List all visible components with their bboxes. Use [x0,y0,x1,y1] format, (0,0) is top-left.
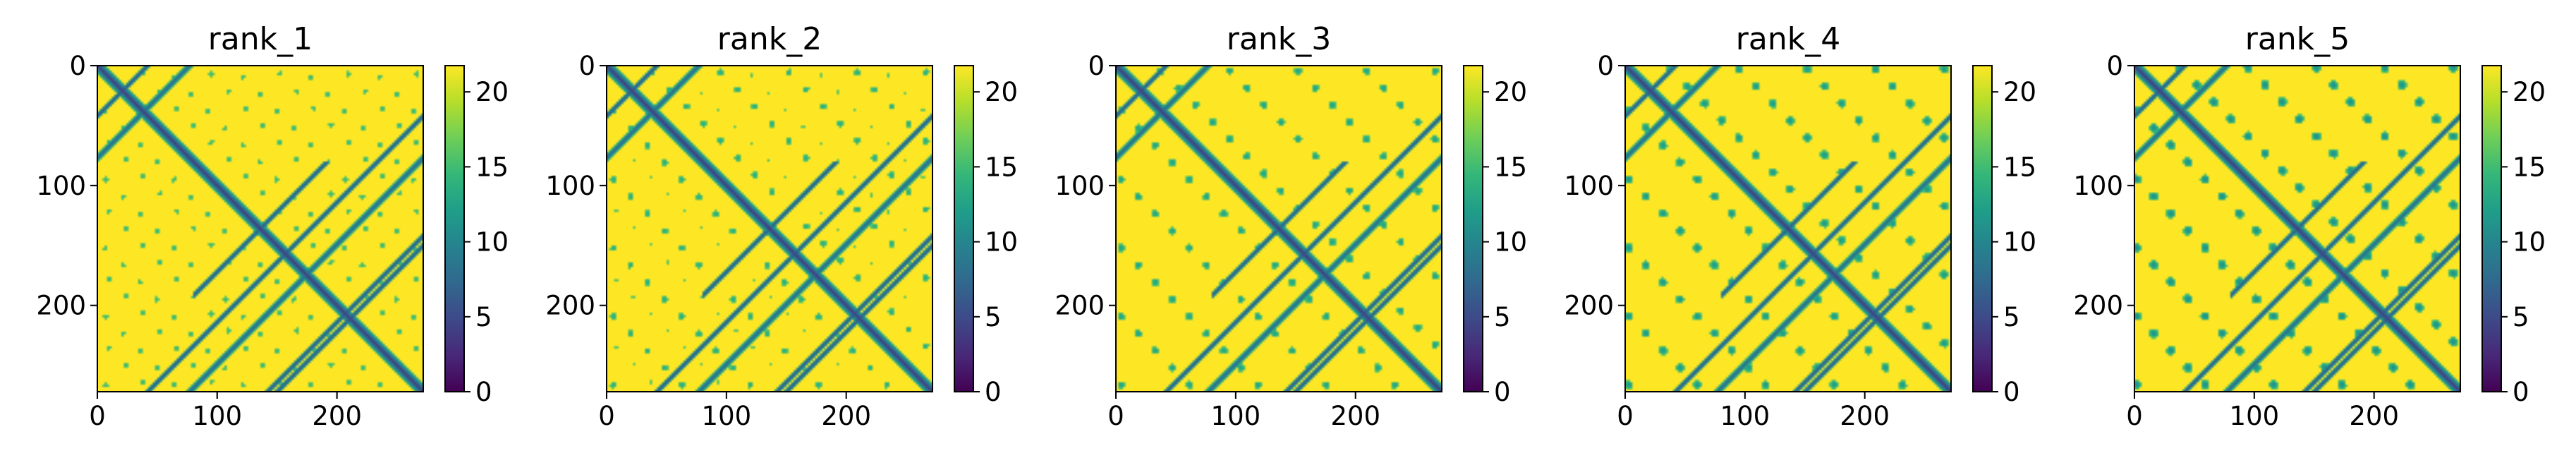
y-tick-label: 100 [2073,171,2123,201]
colorbar-tick-label: 10 [2003,227,2036,258]
x-tick-label: 200 [1840,401,1890,431]
y-tick-label: 200 [2073,291,2123,321]
y-tick-label: 200 [1055,291,1105,321]
x-tick-label: 0 [89,401,106,431]
colorbar-tick-label: 15 [475,152,509,182]
colorbar-tick-label: 20 [2003,77,2036,107]
colorbar-tick-label: 0 [475,377,492,407]
x-tick-label: 100 [1720,401,1770,431]
colorbar-tick-label: 10 [2513,227,2546,258]
colorbar-tick-label: 20 [475,77,509,107]
colorbar-tick-label: 20 [1494,77,1527,107]
colorbar-tick-label: 15 [985,152,1018,182]
axes-frame [606,65,933,392]
heatmap-image [1116,66,1442,392]
x-tick-label: 0 [2126,401,2143,431]
y-tick-label: 100 [545,171,595,201]
axes-frame [97,65,424,392]
heatmap-image [2134,66,2460,392]
axes-frame [1115,65,1442,392]
axes-frame [1624,65,1952,392]
colorbar-tick-label: 15 [2513,152,2546,182]
heatmap-panel-5: rank_5 0 100 200 0 100 200 0 5 10 15 20 [2073,21,2546,431]
x-tick-label: 200 [821,401,871,431]
heatmap-panel-2: rank_2 0 100 200 0 100 200 0 5 10 15 20 [545,21,1018,431]
x-tick-label: 100 [2230,401,2280,431]
colorbar-tick-label: 20 [985,77,1018,107]
colorbar [444,65,465,392]
colorbar [2481,65,2502,392]
x-tick-label: 200 [312,401,362,431]
colorbar-tick-label: 0 [2003,377,2020,407]
panel-title: rank_1 [208,21,312,57]
heatmap-panel-1: rank_1 0 100 200 0 100 200 0 5 10 15 20 [36,21,509,431]
y-tick-label: 0 [1088,51,1105,81]
colorbar-tick-label: 5 [475,302,492,332]
heatmap-panel-3: rank_3 0 100 200 0 100 200 0 5 10 15 20 [1055,21,1527,431]
panel-title: rank_2 [717,21,822,57]
y-tick-label: 0 [1597,51,1614,81]
y-tick-label: 100 [36,171,86,201]
x-tick-label: 200 [1330,401,1380,431]
colorbar-tick-label: 0 [1494,377,1511,407]
y-tick-label: 0 [69,51,86,81]
colorbar [954,65,974,392]
heatmap-image [1625,66,1951,392]
colorbar-tick-label: 5 [985,302,1002,332]
colorbar-tick-label: 0 [985,377,1002,407]
x-tick-label: 100 [702,401,752,431]
colorbar [1463,65,1483,392]
colorbar-tick-label: 15 [2003,152,2036,182]
colorbar-tick-label: 5 [2513,302,2529,332]
colorbar-tick-label: 5 [2003,302,2020,332]
x-tick-label: 0 [1617,401,1634,431]
colorbar-tick-label: 10 [1494,227,1527,258]
colorbar-tick-label: 5 [1494,302,1511,332]
y-tick-label: 200 [1564,291,1614,321]
axes-frame [2134,65,2461,392]
heatmap-image [607,66,932,392]
heatmap-image [97,66,423,392]
colorbar-tick-label: 10 [985,227,1018,258]
y-tick-label: 100 [1564,171,1614,201]
colorbar-tick-label: 0 [2513,377,2529,407]
y-tick-label: 200 [545,291,595,321]
colorbar-tick-label: 10 [475,227,509,258]
x-tick-label: 0 [598,401,615,431]
y-tick-label: 100 [1055,171,1105,201]
colorbar [1972,65,1993,392]
y-tick-label: 0 [578,51,595,81]
colorbar-tick-label: 15 [1494,152,1527,182]
x-tick-label: 200 [2349,401,2399,431]
x-tick-label: 0 [1107,401,1124,431]
x-tick-label: 100 [193,401,243,431]
y-tick-label: 200 [36,291,86,321]
y-tick-label: 0 [2106,51,2123,81]
heatmap-panel-4: rank_4 0 100 200 0 100 200 0 5 10 15 20 [1564,21,2036,431]
colorbar-tick-label: 20 [2513,77,2546,107]
panel-title: rank_4 [1736,21,1840,57]
panel-title: rank_5 [2245,21,2350,57]
x-tick-label: 100 [1211,401,1261,431]
panel-title: rank_3 [1227,21,1331,57]
